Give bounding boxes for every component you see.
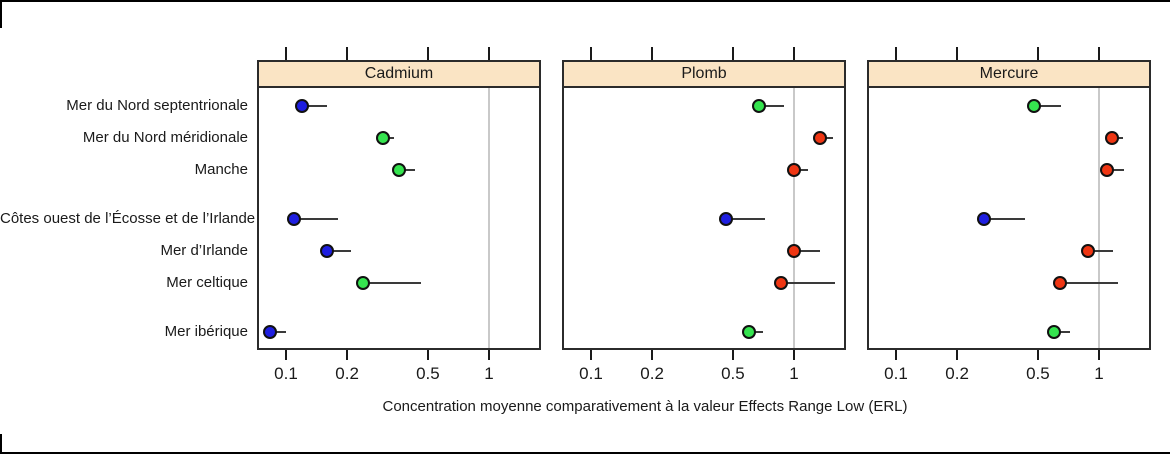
interval-line [983,218,1025,220]
reference-line [1098,88,1100,348]
axis-tick-label: 0.2 [640,364,664,383]
frame-line-bottom [0,452,1170,454]
data-point [718,212,733,226]
panel-strip-label: Cadmium [364,65,434,82]
panel-strip-label: Mercure [979,65,1039,82]
axis-tick-bottom [651,350,654,360]
axis-tick-label: 0.1 [579,364,603,383]
frame-line-top [0,0,1170,2]
axis-tick-label: 1 [484,364,494,383]
data-point [741,325,756,339]
category-label: Côtes ouest de l’Écosse et de l’Irlande [0,210,256,227]
axis-tick-label: 0.5 [1026,364,1050,383]
data-point [295,99,310,113]
data-point [1100,163,1115,177]
axis-tick-top [956,47,959,60]
category-label: Mer du Nord septentrionale [66,97,248,114]
axis-tick-label: 0.2 [335,364,359,383]
data-point [787,163,801,177]
data-point [1052,276,1067,290]
interval-line [363,282,421,284]
interval-line [327,250,352,252]
data-point [1046,325,1061,339]
data-point [787,244,801,258]
panel-strip-plomb: Plomb [562,60,846,88]
axis-tick-top [285,47,287,60]
axis-tick-top [651,47,654,60]
data-point [976,212,991,226]
interval-line [302,105,328,107]
axis-tick-bottom [426,350,429,360]
panel-strip-mercure: Mercure [867,60,1151,88]
data-point [262,325,277,339]
data-point [1080,244,1095,258]
axis-tick-bottom [488,350,490,360]
panel-strip-label: Plomb [681,65,727,82]
axis-tick-top [793,47,795,60]
data-point [356,276,371,290]
axis-tick-bottom [1036,350,1039,360]
frame-line-left-upper [0,0,2,28]
interval-line [725,218,766,220]
interval-line [758,105,784,107]
axis-tick-top [488,47,490,60]
panel-body-cadmium [257,86,541,350]
data-point [751,99,766,113]
axis-tick-bottom [1098,350,1100,360]
reference-line [488,88,490,348]
interval-line [1087,250,1113,252]
category-label: Mer celtique [166,274,248,291]
category-label: Mer du Nord méridionale [82,129,248,146]
axis-tick-bottom [285,350,287,360]
data-point [1105,131,1120,145]
axis-tick-bottom [590,350,592,360]
axis-tick-label: 0.2 [945,364,969,383]
data-point [375,131,390,145]
category-label: Manche [194,161,248,178]
interval-line [398,169,415,171]
axis-tick-top [1098,47,1100,60]
axis-tick-label: 0.1 [884,364,908,383]
axis-tick-top [346,47,349,60]
axis-tick-top [590,47,592,60]
axis-tick-label: 0.5 [721,364,745,383]
axis-tick-top [1036,47,1039,60]
axis-tick-bottom [346,350,349,360]
axis-tick-bottom [731,350,734,360]
interval-line [1053,331,1071,333]
axis-tick-top [426,47,429,60]
interval-line [294,218,338,220]
x-axis-title: Concentration moyenne comparativement à … [382,398,908,415]
axis-tick-bottom [956,350,959,360]
panel-body-mercure [867,86,1151,350]
frame-line-left-lower [0,434,2,454]
axis-tick-top [895,47,897,60]
category-label: Mer d’Irlande [160,242,248,259]
interval-line [1107,169,1125,171]
panel-body-plomb [562,86,846,350]
axis-tick-top [731,47,734,60]
category-label: Mer ibérique [164,323,248,340]
axis-tick-label: 1 [1094,364,1104,383]
data-point [773,276,788,290]
axis-tick-label: 0.5 [416,364,440,383]
interval-line [1059,282,1118,284]
panel-strip-cadmium: Cadmium [257,60,541,88]
data-point [1027,99,1042,113]
axis-tick-label: 1 [789,364,799,383]
data-point [391,163,406,177]
axis-tick-bottom [793,350,795,360]
interval-line [1034,105,1061,107]
data-point [320,244,335,258]
axis-tick-label: 0.1 [274,364,298,383]
interval-line [794,250,820,252]
interval-line [269,331,286,333]
data-point [813,131,828,145]
interval-line [780,282,836,284]
axis-tick-bottom [895,350,897,360]
reference-line [793,88,795,348]
data-point [287,212,302,226]
